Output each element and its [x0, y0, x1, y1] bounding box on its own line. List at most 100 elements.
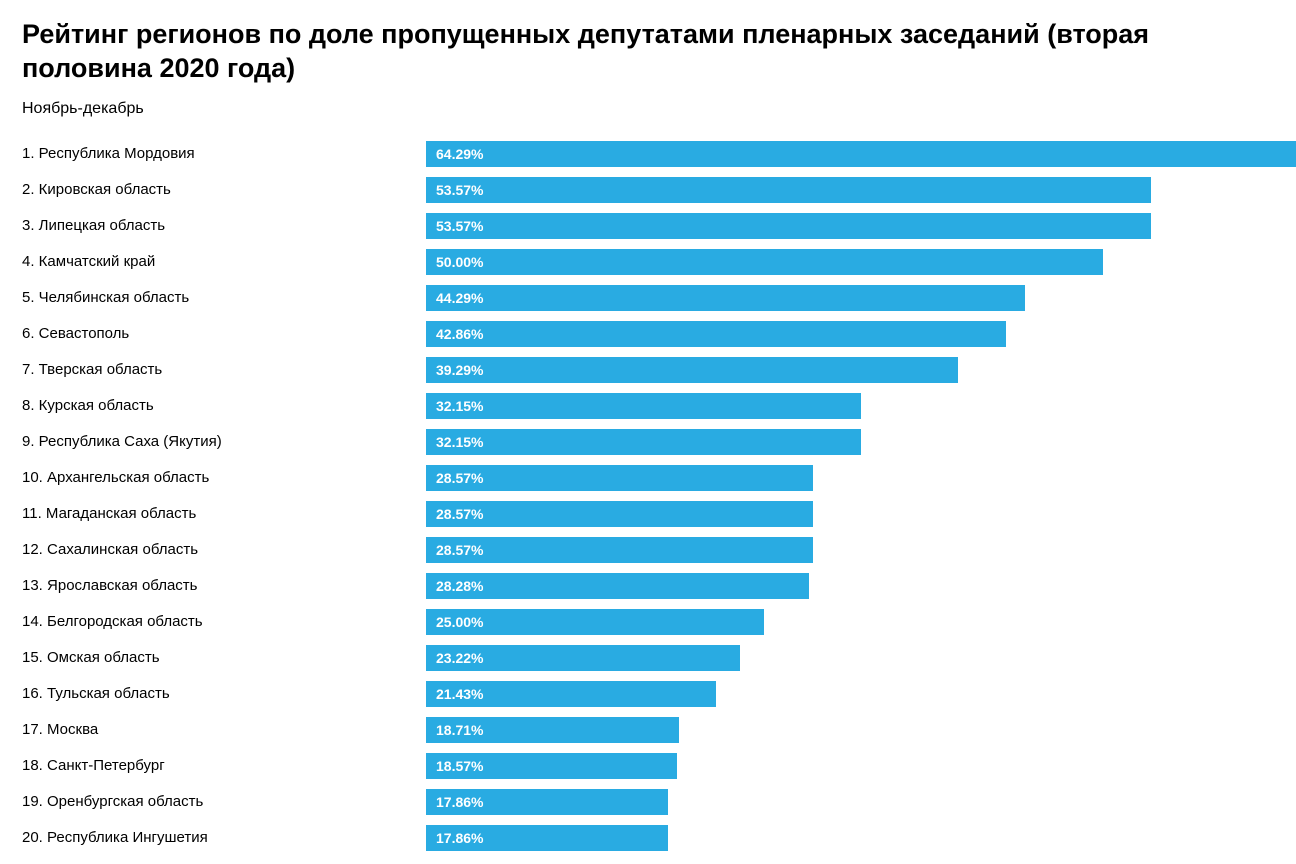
bar-value: 17.86% [436, 794, 483, 810]
bar-track: 23.22% [426, 645, 1296, 671]
bar-value: 64.29% [436, 146, 483, 162]
bar: 64.29% [426, 141, 1296, 167]
bar-value: 28.57% [436, 470, 483, 486]
bar-track: 28.57% [426, 537, 1296, 563]
bar-track: 32.15% [426, 393, 1296, 419]
chart-row: 12. Сахалинская область 28.57% [22, 532, 1296, 568]
bar-chart: 1. Республика Мордовия 64.29% 2. Кировская… [22, 136, 1296, 856]
row-label: 8. Курская область [22, 397, 426, 414]
bar-track: 17.86% [426, 825, 1296, 851]
row-label: 1. Республика Мордовия [22, 145, 426, 162]
bar: 53.57% [426, 213, 1151, 239]
bar-track: 42.86% [426, 321, 1296, 347]
chart-row: 16. Тульская область 21.43% [22, 676, 1296, 712]
row-label: 3. Липецкая область [22, 217, 426, 234]
row-label: 13. Ярославская область [22, 577, 426, 594]
row-label: 10. Архангельская область [22, 469, 426, 486]
bar-value: 39.29% [436, 362, 483, 378]
row-label: 5. Челябинская область [22, 289, 426, 306]
bar-track: 25.00% [426, 609, 1296, 635]
chart-row: 5. Челябинская область 44.29% [22, 280, 1296, 316]
chart-row: 15. Омская область 23.22% [22, 640, 1296, 676]
chart-row: 10. Архангельская область 28.57% [22, 460, 1296, 496]
bar: 25.00% [426, 609, 764, 635]
chart-row: 6. Севастополь42.86% [22, 316, 1296, 352]
bar-track: 44.29% [426, 285, 1296, 311]
row-label: 20. Республика Ингушетия [22, 829, 426, 846]
bar-track: 17.86% [426, 789, 1296, 815]
bar-track: 28.28% [426, 573, 1296, 599]
bar-track: 53.57% [426, 177, 1296, 203]
bar: 18.71% [426, 717, 679, 743]
chart-subtitle: Ноябрь-декабрь [22, 100, 1296, 118]
bar-value: 28.28% [436, 578, 483, 594]
chart-row: 20. Республика Ингушетия 17.86% [22, 820, 1296, 856]
row-label: 14. Белгородская область [22, 613, 426, 630]
bar-track: 28.57% [426, 465, 1296, 491]
bar: 50.00% [426, 249, 1103, 275]
bar: 32.15% [426, 429, 861, 455]
bar: 53.57% [426, 177, 1151, 203]
bar-value: 32.15% [436, 398, 483, 414]
bar-value: 17.86% [436, 830, 483, 846]
row-label: 19. Оренбургская область [22, 793, 426, 810]
bar: 17.86% [426, 789, 668, 815]
bar-value: 53.57% [436, 182, 483, 198]
chart-title: Рейтинг регионов по доле пропущенных деп… [22, 18, 1272, 86]
bar-value: 42.86% [436, 326, 483, 342]
bar-track: 21.43% [426, 681, 1296, 707]
chart-row: 19. Оренбургская область 17.86% [22, 784, 1296, 820]
bar-value: 28.57% [436, 542, 483, 558]
row-label: 17. Москва [22, 721, 426, 738]
bar: 21.43% [426, 681, 716, 707]
bar: 28.57% [426, 465, 813, 491]
row-label: 18. Санкт-Петербург [22, 757, 426, 774]
bar-track: 28.57% [426, 501, 1296, 527]
bar-value: 18.57% [436, 758, 483, 774]
bar: 28.57% [426, 537, 813, 563]
chart-row: 17. Москва 18.71% [22, 712, 1296, 748]
bar-value: 32.15% [436, 434, 483, 450]
chart-row: 7. Тверская область 39.29% [22, 352, 1296, 388]
bar-track: 39.29% [426, 357, 1296, 383]
bar-value: 28.57% [436, 506, 483, 522]
chart-row: 1. Республика Мордовия 64.29% [22, 136, 1296, 172]
row-label: 16. Тульская область [22, 685, 426, 702]
bar-track: 32.15% [426, 429, 1296, 455]
row-label: 15. Омская область [22, 649, 426, 666]
bar: 32.15% [426, 393, 861, 419]
bar-value: 21.43% [436, 686, 483, 702]
row-label: 11. Магаданская область [22, 505, 426, 522]
bar-track: 64.29% [426, 141, 1296, 167]
chart-row: 18. Санкт-Петербург 18.57% [22, 748, 1296, 784]
bar: 39.29% [426, 357, 958, 383]
bar-value: 50.00% [436, 254, 483, 270]
bar-value: 25.00% [436, 614, 483, 630]
bar-value: 44.29% [436, 290, 483, 306]
bar: 17.86% [426, 825, 668, 851]
row-label: 7. Тверская область [22, 361, 426, 378]
bar-value: 53.57% [436, 218, 483, 234]
chart-row: 8. Курская область 32.15% [22, 388, 1296, 424]
bar: 42.86% [426, 321, 1006, 347]
bar-value: 18.71% [436, 722, 483, 738]
bar: 28.28% [426, 573, 809, 599]
row-label: 12. Сахалинская область [22, 541, 426, 558]
bar: 44.29% [426, 285, 1025, 311]
row-label: 9. Республика Саха (Якутия) [22, 433, 426, 450]
bar-track: 50.00% [426, 249, 1296, 275]
chart-row: 2. Кировская область 53.57% [22, 172, 1296, 208]
row-label: 2. Кировская область [22, 181, 426, 198]
bar-track: 18.57% [426, 753, 1296, 779]
bar-track: 18.71% [426, 717, 1296, 743]
bar: 18.57% [426, 753, 677, 779]
bar-value: 23.22% [436, 650, 483, 666]
chart-row: 11. Магаданская область 28.57% [22, 496, 1296, 532]
bar: 23.22% [426, 645, 740, 671]
bar-track: 53.57% [426, 213, 1296, 239]
row-label: 4. Камчатский край [22, 253, 426, 270]
chart-row: 3. Липецкая область 53.57% [22, 208, 1296, 244]
chart-row: 13. Ярославская область 28.28% [22, 568, 1296, 604]
chart-row: 9. Республика Саха (Якутия) 32.15% [22, 424, 1296, 460]
chart-row: 4. Камчатский край 50.00% [22, 244, 1296, 280]
